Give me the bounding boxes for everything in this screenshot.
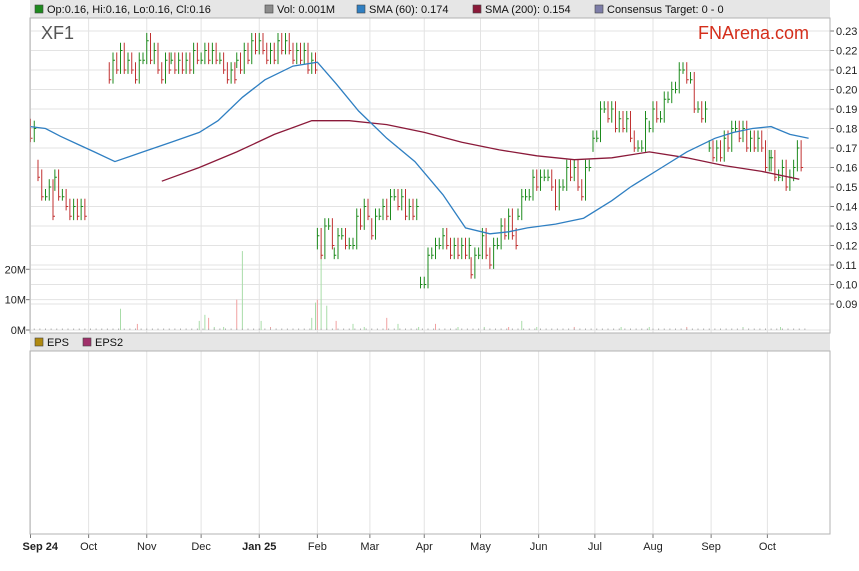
date-tick-label: Sep 24 <box>23 541 59 553</box>
volume-tick-label: 0M <box>11 325 26 337</box>
brand-watermark: FNArena.com <box>698 23 809 43</box>
legend-bottom-swatch-eps2 <box>82 337 92 347</box>
date-tick-label: Feb <box>308 541 327 553</box>
price-tick-label: 0.23 <box>836 26 857 38</box>
date-tick-label: Nov <box>137 541 157 553</box>
legend-top-swatch-ohlc <box>34 4 44 14</box>
price-tick-label: 0.13 <box>836 221 857 233</box>
sma200-line <box>161 120 800 182</box>
legend-bottom: EPS EPS2 <box>34 337 123 349</box>
ticker-label: XF1 <box>41 23 74 43</box>
price-tick-label: 0.17 <box>836 143 857 155</box>
date-tick-label: Sep <box>701 541 721 553</box>
date-tick-label: Jul <box>588 541 602 553</box>
legend-top-label-sma60: SMA (60): 0.174 <box>369 4 449 16</box>
price-tick-label: 0.20 <box>836 85 857 97</box>
sma60-line <box>30 61 809 235</box>
date-tick-label: Oct <box>759 541 776 553</box>
price-panel-frame <box>29 17 831 334</box>
price-axis: 0.23 0.22 0.21 0.20 0.19 0.18 0.17 0.16 0.15 0.14… <box>830 26 857 311</box>
legend-top-swatch-vol <box>264 4 274 14</box>
legend-top-swatch-target <box>594 4 604 14</box>
legend-top-swatch-sma200 <box>472 4 482 14</box>
price-tick-label: 0.14 <box>836 202 857 214</box>
price-tick-label: 0.16 <box>836 163 857 175</box>
volume-tick-label: 20M <box>5 264 26 276</box>
price-tick-label: 0.11 <box>836 260 857 272</box>
date-axis: Sep 24 Oct Nov Dec Jan 25 Feb Mar Apr May Jun Jul A… <box>23 534 776 553</box>
price-tick-label: 0.22 <box>836 46 857 58</box>
volume-axis: 20M 10M 0M <box>5 264 30 337</box>
date-tick-label: Jan 25 <box>242 541 276 553</box>
price-tick-label: 0.15 <box>836 182 857 194</box>
volume-bars <box>33 245 806 330</box>
date-tick-label: Apr <box>416 541 433 553</box>
price-tick-label: 0.09 <box>836 299 857 311</box>
price-tick-label: 0.19 <box>836 104 857 116</box>
price-tick-label: 0.12 <box>836 241 857 253</box>
legend-bottom-swatch-eps <box>34 337 44 347</box>
legend-top-label-target: Consensus Target: 0 - 0 <box>607 4 724 16</box>
legend-bottom-label-eps: EPS <box>47 337 69 349</box>
legend-top-swatch-sma60 <box>356 4 366 14</box>
grid-lines <box>30 18 830 534</box>
volume-tick-label: 10M <box>5 295 26 307</box>
date-tick-label: Oct <box>80 541 97 553</box>
date-tick-label: Aug <box>643 541 663 553</box>
eps-panel-frame <box>29 350 831 535</box>
date-tick-label: Mar <box>360 541 379 553</box>
legend-top-label-ohlc: Op:0.16, Hi:0.16, Lo:0.16, Cl:0.16 <box>47 4 211 16</box>
date-tick-label: Dec <box>191 541 211 553</box>
legend-bar-top <box>30 0 830 18</box>
price-tick-label: 0.21 <box>836 65 857 77</box>
legend-top-label-vol: Vol: 0.001M <box>277 4 335 16</box>
price-tick-label: 0.10 <box>836 280 857 292</box>
date-tick-label: May <box>470 541 491 553</box>
legend-bar-bottom <box>30 333 830 351</box>
legend-bottom-label-eps2: EPS2 <box>95 337 123 349</box>
date-tick-label: Jun <box>530 541 548 553</box>
legend-top-label-sma200: SMA (200): 0.154 <box>485 4 571 16</box>
price-tick-label: 0.18 <box>836 124 857 136</box>
legend-top: Op:0.16, Hi:0.16, Lo:0.16, Cl:0.16 Vol: 0… <box>34 4 724 16</box>
